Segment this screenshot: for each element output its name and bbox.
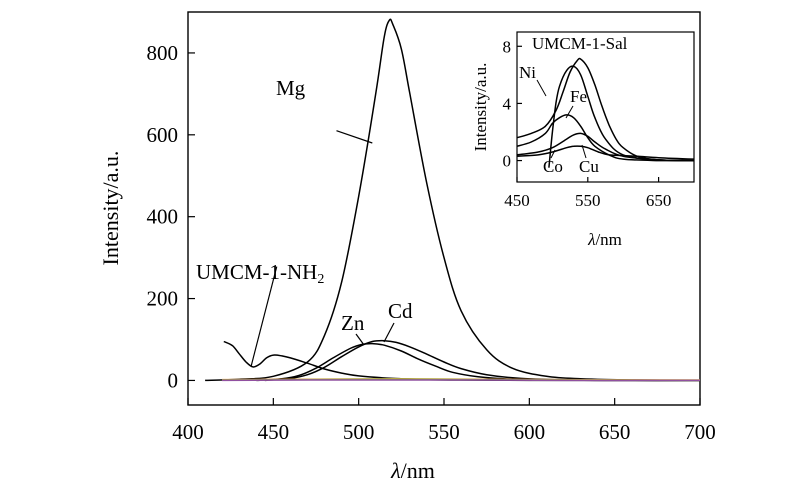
main-y-tick-label-200: 200 <box>147 287 179 311</box>
pointer-cd <box>383 322 395 343</box>
pointer-mg <box>336 130 373 144</box>
label-ni: Ni <box>519 63 536 82</box>
main-y-tick-label-0: 0 <box>168 368 179 392</box>
main-x-tick-label-600: 600 <box>514 420 546 444</box>
main-series-zn <box>256 342 701 382</box>
main-x-tick-label-400: 400 <box>172 420 204 444</box>
inset-x-axis-symbol: λ <box>587 230 595 249</box>
main-y-axis-label: Intensity/a.u. <box>98 151 123 266</box>
main-y-tick-label-800: 800 <box>147 41 179 65</box>
main-series-mg <box>205 18 701 382</box>
pointer-ni <box>536 79 547 97</box>
pointer-umcm-1-nh2 <box>250 266 278 367</box>
pointer-cu <box>581 144 587 159</box>
inset-x-tick-label-650: 650 <box>646 191 672 210</box>
inset-y-tick-label-4: 4 <box>503 94 512 113</box>
inset-x-tick-label-450: 450 <box>504 191 530 210</box>
inset-plot-frame <box>516 31 695 183</box>
inset-x-axis-label: λ/nm <box>587 230 622 249</box>
label-cu: Cu <box>579 157 599 176</box>
inset-plot: 450 550 650 0 4 8 λ/nm Intensity/a.u. UMCM-1… <box>471 31 695 249</box>
main-x-tick-label-700: 700 <box>684 420 716 444</box>
inset-series-fe <box>516 114 695 162</box>
inset-series-co <box>516 145 695 160</box>
inset-y-tick-label-0: 0 <box>503 152 512 171</box>
main-x-tick-label-500: 500 <box>343 420 375 444</box>
inset-x-ticks: 450 550 650 <box>504 177 671 210</box>
label-mg: Mg <box>276 76 306 100</box>
main-x-tick-label-550: 550 <box>428 420 460 444</box>
label-umcm-1-nh2-main: UMCM-1-NH <box>196 260 317 284</box>
inset-y-axis-label: Intensity/a.u. <box>471 63 490 152</box>
inset-x-tick-label-550: 550 <box>575 191 601 210</box>
label-umcm-1-nh2-subscript: 2 <box>317 272 324 287</box>
label-zn: Zn <box>341 311 365 335</box>
main-x-ticks: 400 450 500 550 600 650 700 <box>172 398 716 444</box>
label-umcm-1-sal: UMCM-1-Sal <box>532 34 628 53</box>
inset-series-umcm-1-sal <box>516 57 695 162</box>
inset-y-ticks: 0 4 8 <box>503 37 522 171</box>
label-cd: Cd <box>388 299 413 323</box>
pointer-fe <box>565 105 574 119</box>
pointer-zn <box>355 333 365 346</box>
inset-series-cu <box>516 132 695 162</box>
main-y-ticks: 0 200 400 600 800 <box>147 41 195 392</box>
main-x-tick-label-450: 450 <box>258 420 290 444</box>
main-curves <box>205 18 701 382</box>
inset-x-axis-unit: /nm <box>595 230 621 249</box>
main-x-axis-symbol: λ <box>390 458 401 483</box>
main-x-axis-unit: /nm <box>401 458 435 483</box>
main-x-tick-label-650: 650 <box>599 420 631 444</box>
main-y-tick-label-400: 400 <box>147 205 179 229</box>
pointer-co <box>550 149 556 159</box>
main-x-axis-label: λ/nm <box>390 458 435 483</box>
label-umcm-1-nh2: UMCM-1-NH2 <box>196 260 324 287</box>
label-co: Co <box>543 157 563 176</box>
label-fe: Fe <box>570 87 587 106</box>
main-y-tick-label-600: 600 <box>147 123 179 147</box>
main-plot: 400 450 500 550 600 650 700 0 200 400 600 800 λ/nm… <box>98 11 716 483</box>
inset-y-tick-label-8: 8 <box>503 37 512 56</box>
inset-curves <box>516 57 695 168</box>
